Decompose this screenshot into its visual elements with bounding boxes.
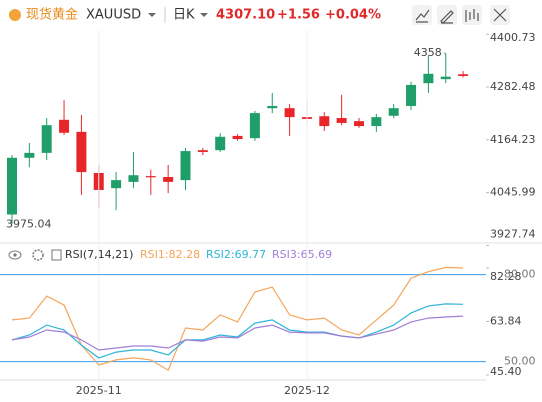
candle-body: [197, 150, 208, 152]
eye-icon[interactable]: [8, 250, 22, 260]
tool-button[interactable]: [462, 5, 482, 25]
candle-body: [7, 157, 17, 215]
low-label: 3975.04: [6, 217, 52, 230]
x-tick-label: 2025-12: [284, 384, 330, 397]
y-tick-label: 4045.99: [490, 186, 536, 199]
legend-entry: RSI2:69.77: [206, 248, 266, 261]
period[interactable]: 日K: [173, 8, 195, 23]
legend-entry: RSI3:65.69: [272, 248, 332, 261]
y-tick-label: 4164.23: [490, 133, 536, 146]
candle-body: [180, 151, 191, 181]
gold-icon: [9, 9, 21, 21]
candle-body: [111, 180, 122, 189]
y-tick-label: 3927.74: [490, 228, 536, 241]
candle-body: [41, 125, 52, 153]
change: +1.56: [277, 8, 320, 23]
candle-body: [423, 73, 434, 84]
candle-body: [371, 117, 382, 127]
indicator-icon: [51, 249, 62, 261]
candle-body: [163, 176, 174, 182]
candle-body: [354, 121, 364, 127]
y-tick-label: 4400.73: [490, 31, 536, 44]
symbol-caret[interactable]: [148, 13, 156, 17]
candle-body: [249, 113, 260, 139]
legend-entry: RSI1:82.28: [140, 248, 200, 261]
settings-icon[interactable]: [32, 249, 44, 261]
symbol[interactable]: XAUUSD: [86, 8, 141, 23]
instrument-name: 现货黄金: [26, 7, 78, 23]
high-label: 4358: [414, 46, 442, 59]
y-tick-label: 4282.48: [490, 80, 536, 93]
tool-icon: [440, 10, 454, 24]
candle-body: [24, 152, 35, 158]
tool-icon: [465, 9, 479, 22]
rsi-line: [11, 303, 464, 359]
candle-body: [388, 108, 399, 116]
candle-body: [232, 135, 243, 140]
candle-body: [76, 131, 87, 173]
change-pct: +0.04%: [325, 8, 381, 23]
candle-body: [59, 119, 70, 133]
candle-body: [215, 136, 226, 151]
candle-body: [284, 108, 295, 118]
rsi-line: [11, 266, 464, 371]
candle-body: [336, 118, 347, 123]
candle-body: [458, 74, 469, 76]
reference-label: 80.00: [504, 268, 536, 281]
tool-icon: [415, 9, 430, 23]
candle-body: [267, 105, 278, 109]
price: 4307.10: [216, 8, 275, 23]
candle-body: [145, 176, 156, 178]
period-caret[interactable]: [200, 13, 208, 17]
eye-pupil: [13, 253, 17, 257]
candle-body: [440, 76, 451, 80]
x-tick-label: 2025-11: [76, 384, 122, 397]
tool-icon: [493, 8, 507, 22]
rsi-line: [11, 315, 464, 351]
toolbar: [412, 5, 510, 25]
candle-body: [319, 116, 330, 127]
y-tick-label: 82.28: [490, 270, 522, 283]
reference-label: 50.00: [504, 355, 536, 368]
candle-body: [128, 175, 139, 182]
y-tick-label: 63.84: [490, 315, 522, 328]
y-tick-label: 45.40: [490, 365, 522, 378]
candle-body: [406, 84, 417, 106]
